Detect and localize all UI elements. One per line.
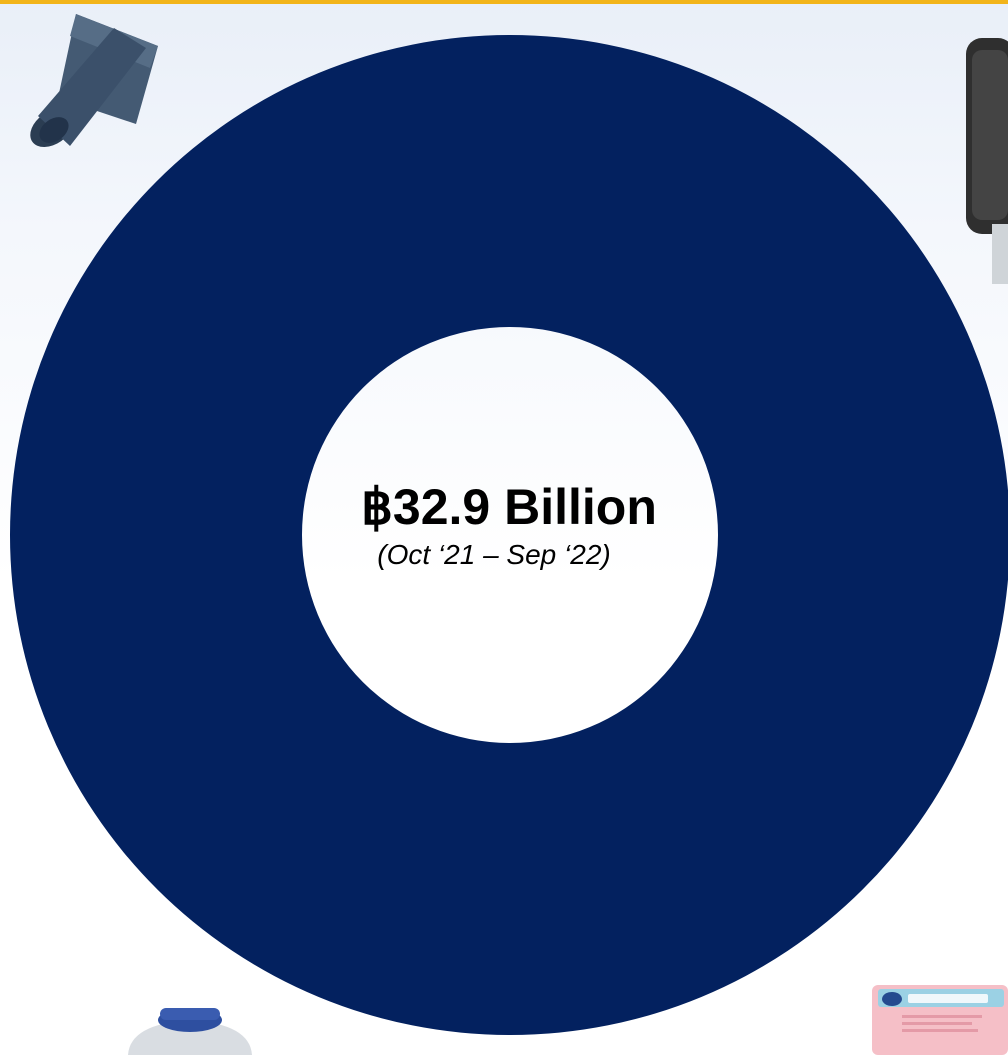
paper-towel-dispenser-icon [966,38,1008,284]
donut-slice [10,35,1008,1035]
donut-center-label: ฿32.9 Billion (Oct ‘21 – Sep ‘22) [304,478,714,572]
total-value: ฿32.9 Billion [361,479,657,535]
dispenser-bottle-icon [128,1008,252,1055]
top-accent-rule [0,0,1008,4]
all-purpose-wipes-pack-icon [872,985,1008,1055]
period-range: (Oct ‘21 – Sep ‘22) [377,539,611,570]
trash-bag-roll-icon [30,14,158,148]
